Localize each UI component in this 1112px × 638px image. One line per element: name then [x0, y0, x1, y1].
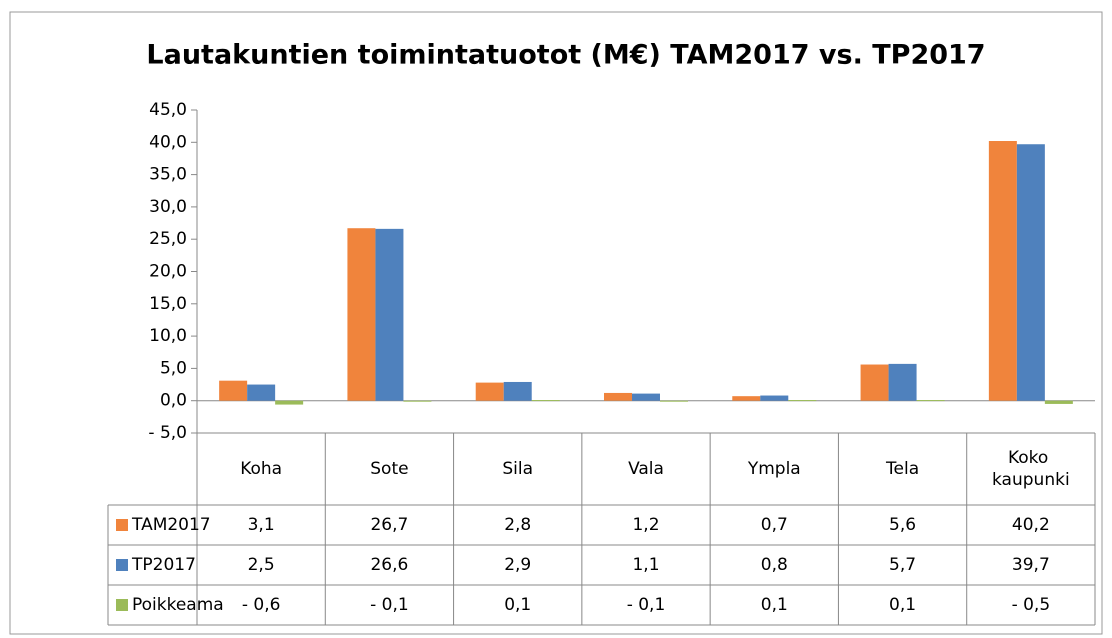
bar [604, 392, 632, 401]
chart-title: Lautakuntien toimintatuotot (M€) TAM2017… [146, 40, 985, 71]
y-tick-label: 0,0 [160, 391, 187, 411]
table-value: 2,8 [504, 515, 531, 535]
bar [632, 393, 660, 401]
table-value: 0,7 [761, 515, 788, 535]
bar [503, 381, 532, 401]
bar [403, 400, 432, 402]
table-value: 2,9 [504, 555, 531, 575]
table-value: 39,7 [1012, 555, 1050, 575]
bar [916, 400, 945, 402]
legend-label: TAM2017 [131, 515, 211, 535]
legend-label: Poikkeama [132, 595, 224, 615]
y-tick-label: 10,0 [149, 326, 187, 346]
bar [860, 364, 889, 401]
y-tick-label: 35,0 [149, 165, 187, 185]
bar [1016, 144, 1045, 401]
bar [888, 363, 917, 401]
bar [247, 384, 276, 401]
y-tick-label: 5,0 [160, 358, 187, 378]
bar [732, 396, 761, 401]
y-tick-label: 30,0 [149, 197, 187, 217]
y-tick-label: - 5,0 [148, 423, 187, 443]
category-label: Ympla [747, 459, 801, 479]
table-value: 0,1 [504, 595, 531, 615]
y-tick-label: 15,0 [149, 294, 187, 314]
legend-key [116, 599, 128, 611]
bar [475, 382, 504, 401]
y-tick-label: 25,0 [149, 229, 187, 249]
table-value: 0,1 [761, 595, 788, 615]
bar [531, 400, 560, 402]
category-label: Sila [502, 459, 533, 479]
table-value: 5,6 [889, 515, 916, 535]
legend-label: TP2017 [131, 555, 196, 575]
table-value: - 0,1 [370, 595, 409, 615]
category-label: Koha [240, 459, 282, 479]
table-value: - 0,6 [242, 595, 281, 615]
bar [347, 228, 376, 401]
bar [275, 400, 304, 405]
table-value: 5,7 [889, 555, 916, 575]
table-value: 40,2 [1012, 515, 1050, 535]
bar [660, 400, 688, 402]
category-label: Vala [628, 459, 664, 479]
category-label: Koko kaupunki [992, 448, 1070, 490]
category-label: Tela [885, 459, 919, 479]
table-value: - 0,5 [1012, 595, 1051, 615]
bar [988, 141, 1017, 401]
chart-border [9, 11, 1103, 635]
table-value: - 0,1 [627, 595, 666, 615]
bar [760, 395, 789, 401]
table-value: 1,1 [632, 555, 659, 575]
bar [375, 228, 404, 401]
bar [788, 400, 817, 402]
table-value: 0,8 [761, 555, 788, 575]
y-tick-label: 45,0 [149, 100, 187, 120]
y-tick-label: 20,0 [149, 262, 187, 282]
table-value: 2,5 [248, 555, 275, 575]
table-value: 3,1 [248, 515, 275, 535]
bar [219, 380, 248, 401]
legend-key [116, 519, 128, 531]
table-value: 1,2 [632, 515, 659, 535]
y-tick-label: 40,0 [149, 132, 187, 152]
table-value: 26,6 [370, 555, 408, 575]
bar [1044, 400, 1073, 404]
table-value: 0,1 [889, 595, 916, 615]
table-value: 26,7 [370, 515, 408, 535]
category-label: Sote [370, 459, 408, 479]
legend-key [116, 559, 128, 571]
